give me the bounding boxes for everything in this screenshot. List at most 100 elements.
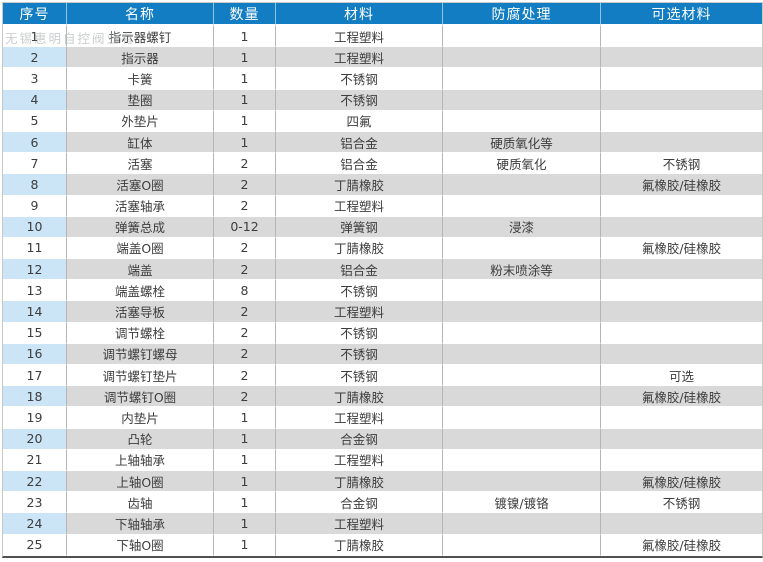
table-cell: 1	[214, 470, 276, 493]
table-cell	[601, 26, 762, 48]
table-cell: 不锈钢	[276, 365, 443, 387]
table-cell: 工程塑料	[276, 195, 443, 217]
table-cell: 上轴O圈	[67, 470, 214, 493]
table-cell: 活塞导板	[67, 301, 214, 323]
table-cell: 铝合金	[276, 153, 443, 175]
table-cell: 0-12	[214, 216, 276, 238]
table-cell: 铝合金	[276, 259, 443, 281]
table-cell	[601, 343, 762, 365]
table-row: 9 活塞轴承 2 工程塑料	[3, 195, 762, 217]
table-cell: 不锈钢	[276, 280, 443, 302]
table-cell: 23	[3, 492, 67, 514]
table-cell: 1	[214, 68, 276, 90]
table-cell: 工程塑料	[276, 47, 443, 69]
table-cell	[601, 110, 762, 132]
table-cell	[601, 280, 762, 302]
table-cell: 1	[214, 428, 276, 450]
table-cell: 2	[3, 47, 67, 69]
table-cell: 1	[214, 110, 276, 132]
table-cell: 缸体	[67, 131, 214, 154]
table-cell: 活塞	[67, 153, 214, 175]
table-cell: 工程塑料	[276, 513, 443, 535]
column-header-quantity: 数量	[214, 3, 276, 26]
table-cell: 调节螺钉螺母	[67, 343, 214, 365]
table-cell: 工程塑料	[276, 301, 443, 323]
table-cell: 合金钢	[276, 428, 443, 450]
table-cell: 丁腈橡胶	[276, 470, 443, 493]
table-row: 8 活塞O圈 2 丁腈橡胶 氟橡胶/硅橡胶	[3, 174, 762, 196]
table-cell: 铝合金	[276, 131, 443, 154]
table-cell	[443, 470, 601, 493]
table-cell: 齿轴	[67, 492, 214, 514]
table-row: 21 上轴轴承 1 工程塑料	[3, 449, 762, 471]
table-cell: 11	[3, 237, 67, 260]
table-cell: 弹簧总成	[67, 216, 214, 238]
table-row: 15 调节螺栓 2 不锈钢	[3, 322, 762, 344]
table-cell: 弹簧钢	[276, 216, 443, 238]
table-row: 12 端盖 2 铝合金 粉末喷涂等	[3, 259, 762, 281]
table-cell: 指示器	[67, 47, 214, 69]
table-cell: 可选	[601, 365, 762, 387]
table-row: 20 凸轮 1 合金钢	[3, 428, 762, 450]
table-row: 23 齿轴 1 合金钢 镀镍/镀铬 不锈钢	[3, 492, 762, 514]
table-cell: 1	[214, 131, 276, 154]
table-cell: 2	[214, 343, 276, 365]
table-cell: 不锈钢	[276, 89, 443, 111]
table-cell: 20	[3, 428, 67, 450]
table-cell	[601, 131, 762, 154]
table-row: 4 垫圈 1 不锈钢	[3, 89, 762, 111]
table-cell	[443, 343, 601, 365]
table-row: 11 端盖O圈 2 丁腈橡胶 氟橡胶/硅橡胶	[3, 237, 762, 260]
table-cell: 端盖螺栓	[67, 280, 214, 302]
table-cell: 工程塑料	[276, 449, 443, 471]
table-cell: 14	[3, 301, 67, 323]
table-cell: 镀镍/镀铬	[443, 492, 601, 514]
table-cell: 粉末喷涂等	[443, 259, 601, 281]
table-cell	[601, 259, 762, 281]
table-cell: 丁腈橡胶	[276, 534, 443, 556]
table-cell: 氟橡胶/硅橡胶	[601, 386, 762, 408]
table-cell	[601, 322, 762, 344]
table-cell	[443, 89, 601, 111]
table-cell: 调节螺钉垫片	[67, 365, 214, 387]
table-cell: 1	[3, 26, 67, 48]
table-cell: 工程塑料	[276, 407, 443, 429]
table-cell	[601, 513, 762, 535]
table-row: 2 指示器 1 工程塑料	[3, 47, 762, 69]
table-cell: 16	[3, 343, 67, 365]
table-cell: 1	[214, 449, 276, 471]
table-cell	[443, 365, 601, 387]
table-cell	[443, 428, 601, 450]
table-cell: 氟橡胶/硅橡胶	[601, 470, 762, 493]
table-cell	[601, 47, 762, 69]
table-cell: 活塞O圈	[67, 174, 214, 196]
table-cell: 2	[214, 301, 276, 323]
table-row: 18 调节螺钉O圈 2 丁腈橡胶 氟橡胶/硅橡胶	[3, 386, 762, 408]
column-header-anticorrosion: 防腐处理	[443, 3, 601, 26]
table-cell: 25	[3, 534, 67, 556]
table-row: 10 弹簧总成 0-12 弹簧钢 浸漆	[3, 216, 762, 238]
table-cell	[443, 68, 601, 90]
column-header-index: 序号	[3, 3, 67, 26]
table-cell: 氟橡胶/硅橡胶	[601, 174, 762, 196]
table-cell: 凸轮	[67, 428, 214, 450]
table-cell: 2	[214, 174, 276, 196]
table-cell: 工程塑料	[276, 26, 443, 48]
table-cell: 上轴轴承	[67, 449, 214, 471]
table-cell: 2	[214, 386, 276, 408]
table-cell: 硬质氧化等	[443, 131, 601, 154]
table-cell	[443, 237, 601, 260]
table-row: 3 卡簧 1 不锈钢	[3, 68, 762, 90]
table-cell: 内垫片	[67, 407, 214, 429]
table-cell	[443, 195, 601, 217]
table-cell: 6	[3, 131, 67, 154]
table-cell	[601, 89, 762, 111]
table-cell: 10	[3, 216, 67, 238]
table-cell	[443, 386, 601, 408]
table-cell: 四氟	[276, 110, 443, 132]
table-cell	[601, 449, 762, 471]
table-cell: 丁腈橡胶	[276, 174, 443, 196]
table-cell: 21	[3, 449, 67, 471]
column-header-material: 材料	[276, 3, 443, 26]
